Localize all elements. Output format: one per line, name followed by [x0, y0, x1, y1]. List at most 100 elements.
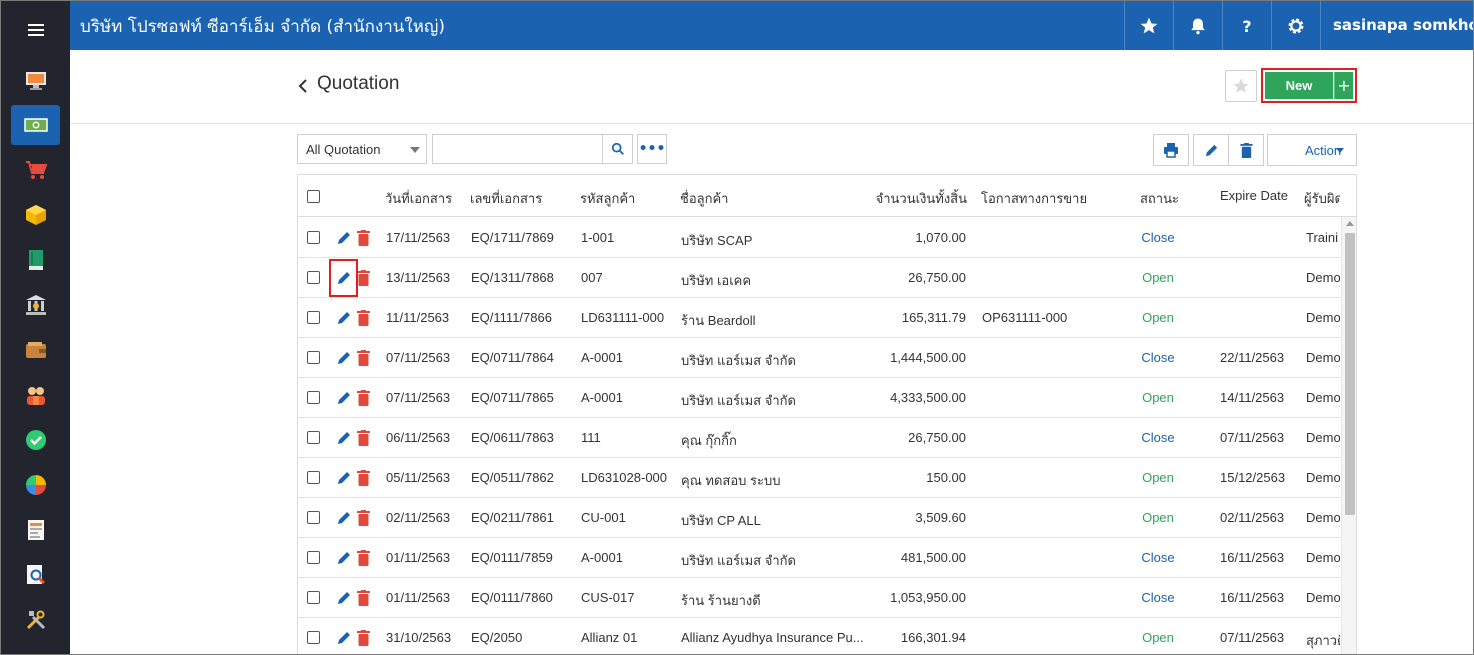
vertical-scrollbar[interactable]	[1341, 217, 1356, 654]
search-report-icon[interactable]	[11, 555, 60, 595]
row-checkbox[interactable]	[307, 471, 320, 484]
print-button[interactable]	[1153, 134, 1189, 166]
row-checkbox[interactable]	[307, 431, 320, 444]
cell-docno[interactable]: EQ/0611/7863	[471, 430, 554, 445]
people-icon[interactable]	[11, 375, 60, 415]
table-row[interactable]: 05/11/2563 EQ/0511/7862 LD631028-000 คุณ ทด…	[298, 458, 1356, 498]
edit-pencil-icon[interactable]	[336, 310, 352, 326]
col-header-custcode[interactable]: รหัสลูกค้า	[580, 191, 636, 206]
edit-pencil-icon[interactable]	[336, 630, 352, 646]
cell-docno[interactable]: EQ/0711/7864	[471, 350, 554, 365]
table-row[interactable]: 02/11/2563 EQ/0211/7861 CU-001 บริษัท CP AL…	[298, 498, 1356, 538]
col-header-status[interactable]: สถานะ	[1140, 191, 1179, 206]
wallet-icon[interactable]	[11, 330, 60, 370]
help-icon[interactable]: ?	[1222, 1, 1271, 50]
edit-pencil-icon[interactable]	[336, 550, 352, 566]
delete-trash-icon[interactable]	[357, 430, 370, 446]
table-row[interactable]: 17/11/2563 EQ/1711/7869 1-001 บริษัท SCAP 1,…	[298, 218, 1356, 258]
scrollbar-thumb[interactable]	[1345, 233, 1355, 515]
search-input[interactable]	[432, 134, 603, 164]
edit-pencil-icon[interactable]	[336, 230, 352, 246]
table-row[interactable]: 07/11/2563 EQ/0711/7864 A-0001 บริษัท แอร์เ…	[298, 338, 1356, 378]
table-row[interactable]: 13/11/2563 EQ/1311/7868 007 บริษัท เอเคค 26,…	[298, 258, 1356, 298]
edit-pencil-icon[interactable]	[336, 350, 352, 366]
table-row[interactable]: 01/11/2563 EQ/0111/7859 A-0001 บริษัท แอร์เ…	[298, 538, 1356, 578]
cell-docno[interactable]: EQ/0111/7860	[471, 590, 553, 605]
bank-icon[interactable]	[11, 285, 60, 325]
delete-trash-icon[interactable]	[357, 230, 370, 246]
book-icon[interactable]	[11, 240, 60, 280]
edit-pencil-icon[interactable]	[336, 430, 352, 446]
search-button[interactable]	[602, 134, 633, 164]
bell-icon[interactable]	[1173, 1, 1222, 50]
cell-docno[interactable]: EQ/0211/7861	[471, 510, 554, 525]
favorite-star-button[interactable]	[1225, 70, 1257, 102]
col-header-opportunity[interactable]: โอกาสทางการขาย	[981, 191, 1088, 206]
edit-pencil-icon[interactable]	[336, 470, 352, 486]
delete-trash-icon[interactable]	[357, 390, 370, 406]
col-header-expire[interactable]: Expire Date	[1220, 188, 1288, 203]
table-row[interactable]: 07/11/2563 EQ/0711/7865 A-0001 บริษัท แอร์เ…	[298, 378, 1356, 418]
star-icon[interactable]	[1124, 1, 1173, 50]
edit-pencil-icon[interactable]	[336, 590, 352, 606]
col-header-owner[interactable]: ผู้รับผิด	[1304, 191, 1340, 206]
row-checkbox[interactable]	[307, 271, 320, 284]
new-button[interactable]: New	[1265, 72, 1333, 99]
row-checkbox[interactable]	[307, 551, 320, 564]
cell-date: 13/11/2563	[386, 270, 451, 285]
cell-docno[interactable]: EQ/2050	[471, 630, 523, 645]
row-checkbox[interactable]	[307, 631, 320, 644]
cell-docno[interactable]: EQ/0511/7862	[471, 470, 554, 485]
col-header-docno[interactable]: เลขที่เอกสาร	[470, 191, 543, 206]
cell-docno[interactable]: EQ/1311/7868	[471, 270, 554, 285]
table-row[interactable]: 31/10/2563 EQ/2050 Allianz 01 Allianz Ayudh…	[298, 618, 1356, 654]
cart-icon[interactable]	[11, 150, 60, 190]
user-menu[interactable]: sasinapa somkho...	[1320, 1, 1473, 50]
cell-docno[interactable]: EQ/1711/7869	[471, 230, 554, 245]
select-all-checkbox[interactable]	[307, 190, 320, 203]
edit-pencil-icon[interactable]	[336, 390, 352, 406]
row-checkbox[interactable]	[307, 511, 320, 524]
delete-trash-icon[interactable]	[357, 550, 370, 566]
cell-docno[interactable]: EQ/0111/7859	[471, 550, 553, 565]
tools-icon[interactable]	[11, 600, 60, 640]
table-row[interactable]: 11/11/2563 EQ/1111/7866 LD631111-000 ร้าน B…	[298, 298, 1356, 338]
row-checkbox[interactable]	[307, 231, 320, 244]
report-icon[interactable]	[11, 510, 60, 550]
pie-chart-icon[interactable]	[11, 465, 60, 505]
gear-icon[interactable]	[1271, 1, 1320, 50]
bulk-delete-button[interactable]	[1228, 134, 1264, 166]
col-header-custname[interactable]: ชื่อลูกค้า	[680, 191, 729, 206]
delete-trash-icon[interactable]	[357, 310, 370, 326]
box-icon[interactable]	[11, 195, 60, 235]
table-row[interactable]: 06/11/2563 EQ/0611/7863 111 คุณ กุ๊กกิ๊ก 26,…	[298, 418, 1356, 458]
quotation-filter-select[interactable]: All Quotation	[297, 134, 427, 164]
new-plus-button[interactable]: +	[1334, 72, 1353, 99]
back-arrow-icon[interactable]	[296, 76, 310, 96]
dashboard-icon[interactable]	[11, 60, 60, 100]
scroll-up-arrow-icon[interactable]	[1346, 221, 1354, 226]
money-icon[interactable]	[11, 105, 60, 145]
row-checkbox[interactable]	[307, 391, 320, 404]
col-header-date[interactable]: วันที่เอกสาร	[385, 191, 453, 206]
delete-trash-icon[interactable]	[357, 270, 370, 286]
hamburger-menu-icon[interactable]	[1, 1, 70, 58]
row-checkbox[interactable]	[307, 351, 320, 364]
col-header-amount[interactable]: จำนวนเงินทั้งสิ้น	[875, 191, 967, 206]
delete-trash-icon[interactable]	[357, 630, 370, 646]
delete-trash-icon[interactable]	[357, 350, 370, 366]
more-options-button[interactable]: •••	[637, 134, 667, 164]
edit-pencil-icon[interactable]	[336, 510, 352, 526]
delete-trash-icon[interactable]	[357, 590, 370, 606]
table-row[interactable]: 01/11/2563 EQ/0111/7860 CUS-017 ร้าน ร้านยา…	[298, 578, 1356, 618]
cell-docno[interactable]: EQ/1111/7866	[471, 310, 552, 325]
row-checkbox[interactable]	[307, 591, 320, 604]
bulk-edit-button[interactable]	[1193, 134, 1229, 166]
edit-pencil-icon[interactable]	[336, 270, 352, 286]
cell-docno[interactable]: EQ/0711/7865	[471, 390, 554, 405]
action-dropdown[interactable]: Action	[1267, 134, 1357, 166]
row-checkbox[interactable]	[307, 311, 320, 324]
check-icon[interactable]	[11, 420, 60, 460]
delete-trash-icon[interactable]	[357, 510, 370, 526]
delete-trash-icon[interactable]	[357, 470, 370, 486]
